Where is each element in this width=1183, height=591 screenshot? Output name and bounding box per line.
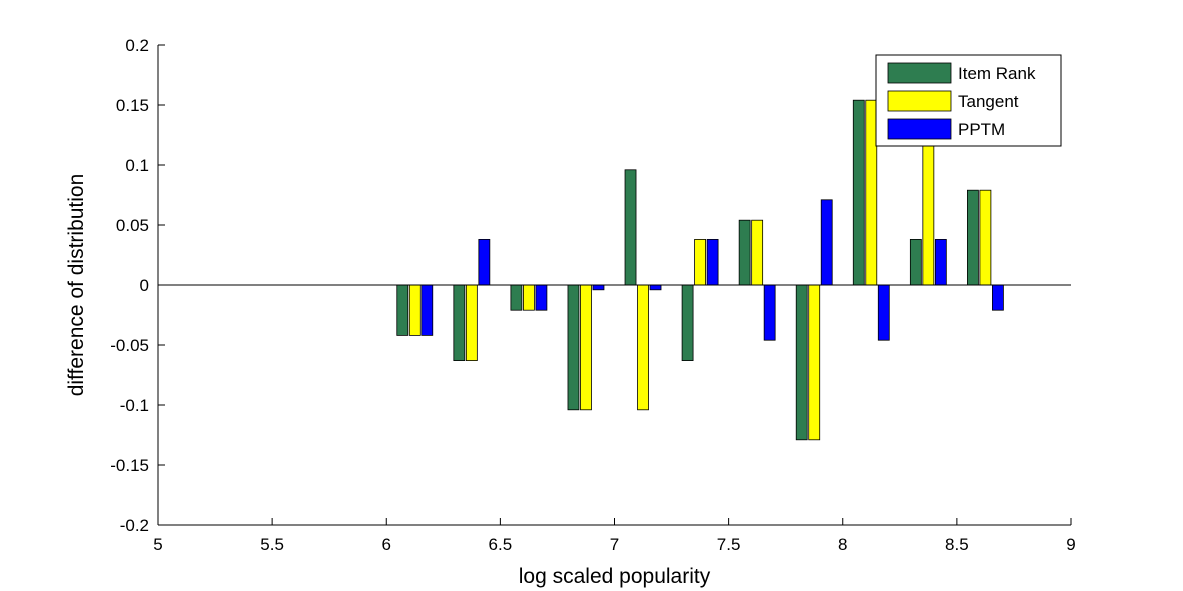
bar-pptm-3 <box>592 284 605 291</box>
bar-pptm-10 <box>992 284 1004 311</box>
bar-tangent-10 <box>979 189 992 286</box>
bar-item-rank-8 <box>852 99 865 286</box>
bar-tangent-7 <box>808 284 821 441</box>
bar-pptm-1 <box>478 238 491 286</box>
x-tick-label: 7.5 <box>717 535 741 554</box>
bar-tangent-4 <box>637 284 649 411</box>
y-tick-label: 0.05 <box>116 216 149 235</box>
legend-swatch-pptm <box>887 118 952 140</box>
bar-tangent-0 <box>408 284 421 336</box>
bar-pptm-9 <box>934 238 947 286</box>
legend-label-item-rank: Item Rank <box>958 64 1036 83</box>
x-axis-title: log scaled popularity <box>519 565 711 588</box>
bar-pptm-0 <box>421 284 434 336</box>
bar-item-rank-0 <box>396 284 409 336</box>
bar-tangent-1 <box>465 284 478 361</box>
x-tick-label: 5 <box>153 535 162 554</box>
axes: 5 5.5 6 6.5 7 7.5 8 8.5 9 -0.2 -0.15 -0.1 -0.05 0 0.05… <box>110 36 1075 554</box>
y-tick-label: 0.1 <box>125 156 149 175</box>
bar-pptm-4 <box>649 284 662 291</box>
bar-tangent-5 <box>694 238 706 286</box>
legend-swatch-tangent <box>887 90 952 112</box>
y-tick-label: 0 <box>140 276 149 295</box>
bar-pptm-6 <box>763 284 776 341</box>
y-tick-label: -0.05 <box>110 336 149 355</box>
bar-item-rank-4 <box>624 169 637 286</box>
bar-pptm-5 <box>706 238 719 286</box>
legend-label-pptm: PPTM <box>958 120 1005 139</box>
y-tick-label: 0.2 <box>125 36 149 55</box>
legend-swatch-item-rank <box>887 62 952 84</box>
bar-item-rank-5 <box>681 284 694 361</box>
legend-label-tangent: Tangent <box>958 92 1019 111</box>
bar-tangent-3 <box>580 284 592 411</box>
bar-item-rank-10 <box>967 189 979 286</box>
bar-item-rank-3 <box>567 284 580 411</box>
bar-pptm-2 <box>535 284 548 311</box>
x-tick-label: 8 <box>838 535 847 554</box>
bar-pptm-7 <box>820 199 833 286</box>
x-tick-label: 7 <box>610 535 619 554</box>
x-tick-label: 5.5 <box>260 535 284 554</box>
x-tick-label: 6.5 <box>489 535 513 554</box>
y-tick-label: -0.1 <box>120 396 149 415</box>
bar-tangent-2 <box>523 284 535 311</box>
legend: Item Rank Tangent PPTM <box>875 54 1062 147</box>
y-tick-label: 0.15 <box>116 96 149 115</box>
x-tick-label: 6 <box>382 535 391 554</box>
bar-item-rank-7 <box>795 284 808 441</box>
bar-tangent-9 <box>922 134 935 286</box>
bar-item-rank-1 <box>453 284 466 361</box>
y-tick-label: -0.2 <box>120 516 149 535</box>
y-axis-title: difference of distribution <box>65 174 88 397</box>
bar-item-rank-9 <box>909 238 922 286</box>
y-tick-label: -0.15 <box>110 456 149 475</box>
x-tick-label: 9 <box>1066 535 1075 554</box>
bar-pptm-8 <box>877 284 890 341</box>
bar-item-rank-2 <box>510 284 523 311</box>
bar-tangent-8 <box>865 99 878 286</box>
bar-tangent-6 <box>751 219 764 286</box>
bar-item-rank-6 <box>738 219 751 286</box>
x-tick-label: 8.5 <box>945 535 969 554</box>
